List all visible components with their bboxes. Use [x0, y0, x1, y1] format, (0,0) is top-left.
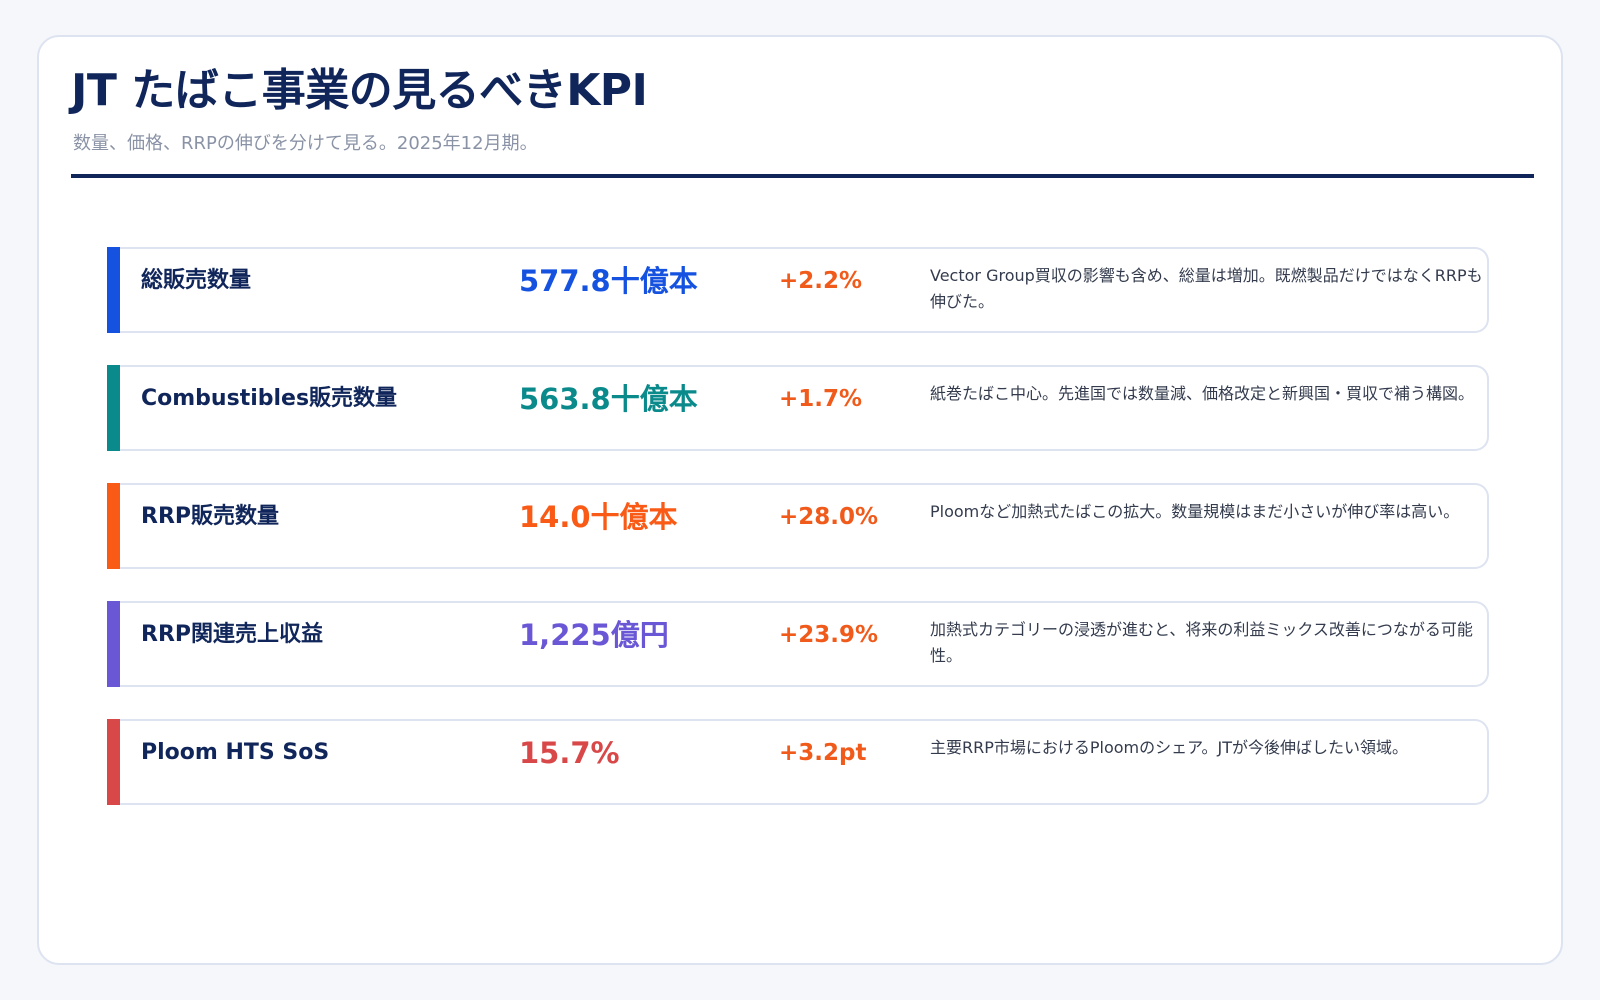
kpi-row-rrp-volume: RRP販売数量 14.0十億本 +28.0% Ploomなど加熱式たばこの拡大。…: [107, 483, 1489, 569]
kpi-label: 総販売数量: [141, 268, 252, 293]
kpi-accent-bar: [107, 483, 120, 569]
kpi-change: +3.2pt: [779, 740, 867, 766]
kpi-note: 加熱式カテゴリーの浸透が進むと、将来の利益ミックス改善につながる可能性。: [930, 620, 1473, 665]
kpi-accent-bar: [107, 719, 120, 805]
kpi-value: 1,225億円: [519, 618, 669, 652]
kpi-label: RRP関連売上収益: [141, 622, 324, 647]
kpi-value: 563.8十億本: [519, 382, 698, 416]
kpi-change: +1.7%: [779, 386, 863, 412]
kpi-change: +2.2%: [779, 268, 863, 294]
title-divider: [71, 174, 1534, 178]
kpi-label: RRP販売数量: [141, 504, 280, 529]
kpi-value: 577.8十億本: [519, 264, 698, 298]
kpi-note: 紙巻たばこ中心。先進国では数量減、価格改定と新興国・買収で補う構図。: [930, 384, 1475, 403]
kpi-accent-bar: [107, 365, 120, 451]
kpi-label: Combustibles販売数量: [141, 386, 398, 411]
kpi-change: +28.0%: [779, 504, 879, 530]
kpi-note: Vector Group買収の影響も含め、総量は増加。既燃製品だけではなくRRP…: [930, 266, 1483, 311]
kpi-row-ploom-sos: Ploom HTS SoS 15.7% +3.2pt 主要RRP市場におけるPl…: [107, 719, 1489, 805]
kpi-value: 14.0十億本: [519, 500, 678, 534]
kpi-value: 15.7%: [519, 736, 620, 770]
page-title: JT たばこ事業の見るべきKPI: [71, 65, 648, 116]
kpi-accent-bar: [107, 601, 120, 687]
kpi-accent-bar: [107, 247, 120, 333]
kpi-note: Ploomなど加熱式たばこの拡大。数量規模はまだ小さいが伸び率は高い。: [930, 502, 1460, 521]
kpi-card: JT たばこ事業の見るべきKPI 数量、価格、RRPの伸びを分けて見る。2025…: [37, 35, 1563, 965]
page-subtitle: 数量、価格、RRPの伸びを分けて見る。2025年12月期。: [73, 133, 538, 154]
kpi-row-total-volume: 総販売数量 577.8十億本 +2.2% Vector Group買収の影響も含…: [107, 247, 1489, 333]
kpi-row-rrp-revenue: RRP関連売上収益 1,225億円 +23.9% 加熱式カテゴリーの浸透が進むと…: [107, 601, 1489, 687]
kpi-change: +23.9%: [779, 622, 879, 648]
kpi-note: 主要RRP市場におけるPloomのシェア。JTが今後伸ばしたい領域。: [930, 738, 1409, 757]
kpi-row-combustibles-volume: Combustibles販売数量 563.8十億本 +1.7% 紙巻たばこ中心。…: [107, 365, 1489, 451]
kpi-label: Ploom HTS SoS: [141, 740, 330, 765]
